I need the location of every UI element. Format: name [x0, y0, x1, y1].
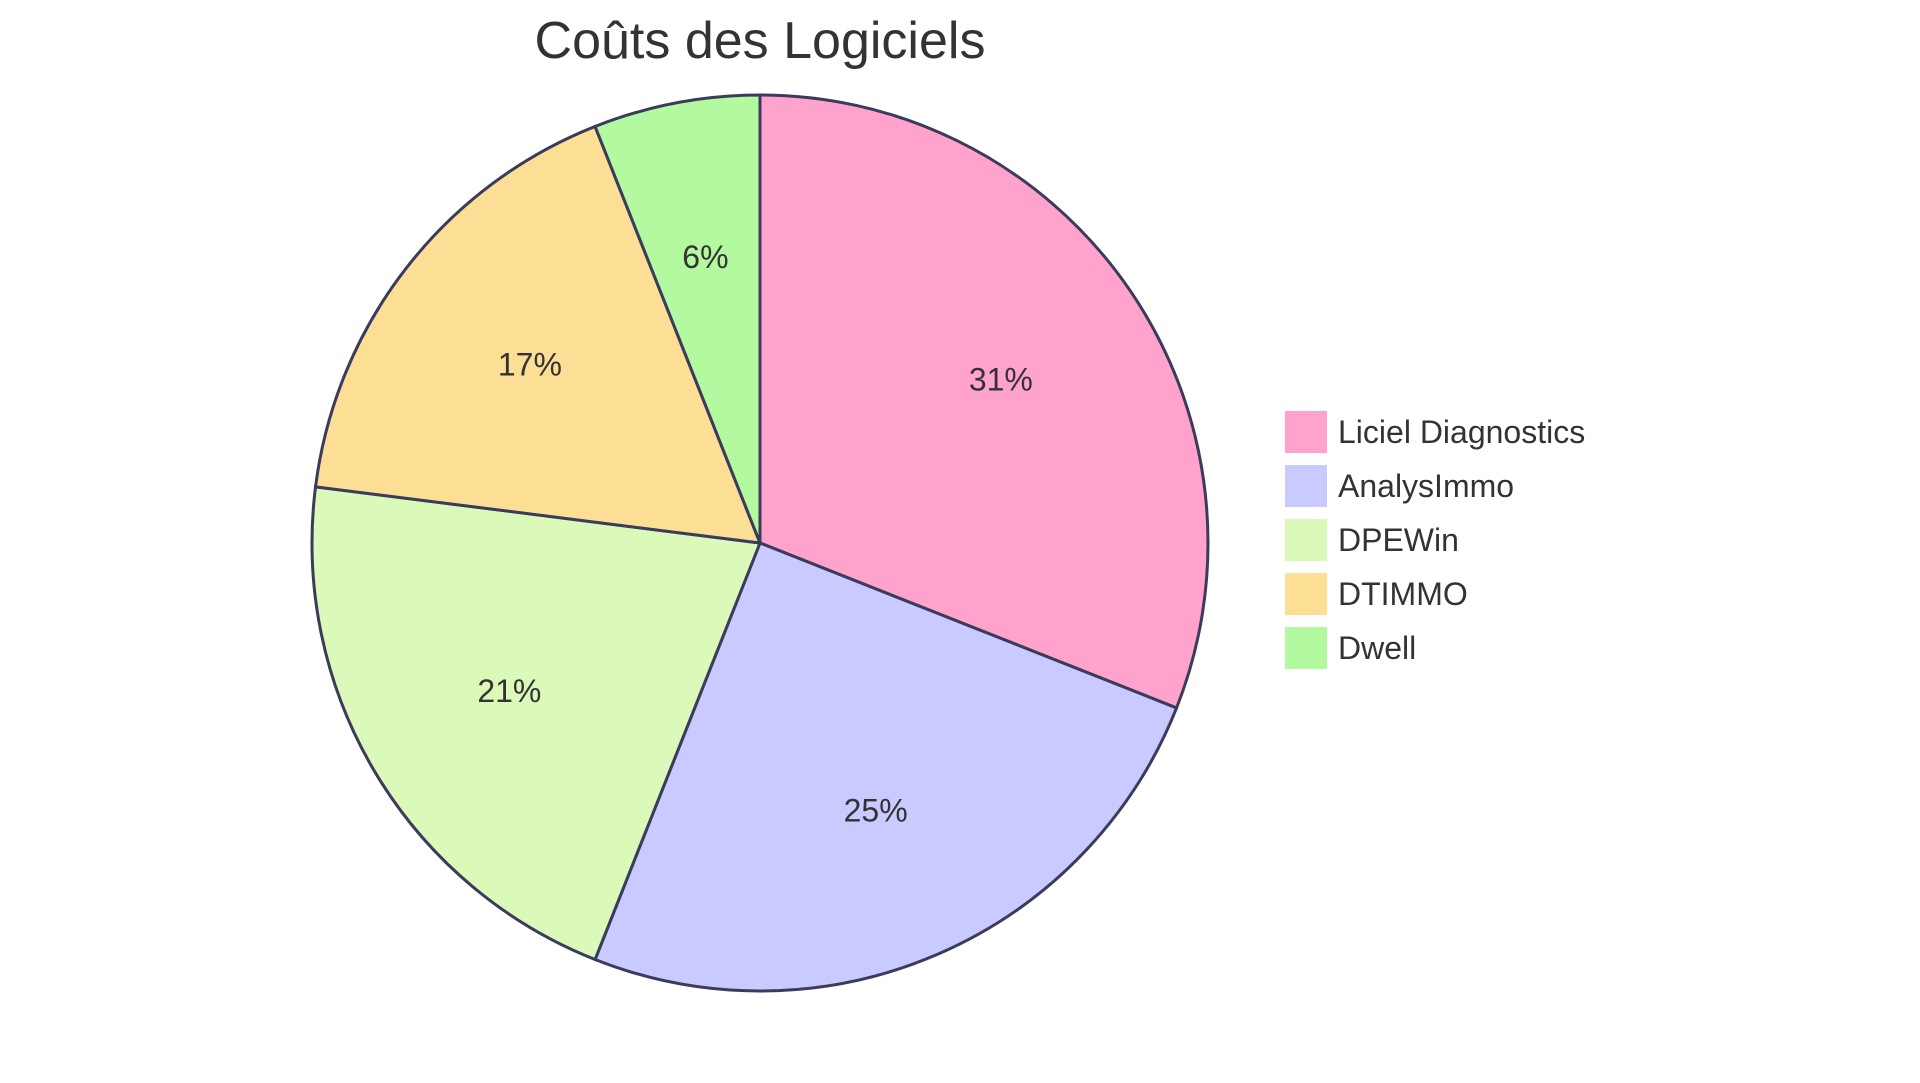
pie-slices [310, 93, 1210, 993]
pie-slice-labels: 31% 25% 21% 17% 6% [477, 239, 1033, 828]
legend-swatch [1283, 463, 1329, 509]
legend-swatch [1283, 571, 1329, 617]
pie-slice-dtimmo [313, 124, 763, 545]
slice-percent-label: 6% [682, 239, 728, 275]
legend-label: AnalysImmo [1338, 468, 1514, 504]
legend-label: DPEWin [1338, 522, 1459, 558]
slice-percent-label: 17% [498, 347, 562, 383]
legend: Liciel Diagnostics AnalysImmo DPEWin DTIMMO… [1283, 409, 1585, 671]
pie-slice-liciel-diagnostics [758, 93, 1210, 710]
pie-slice-analysimmo [593, 541, 1179, 993]
legend-swatch [1283, 409, 1329, 455]
legend-label: Liciel Diagnostics [1338, 414, 1585, 450]
pie-slice-dpewin [310, 485, 763, 962]
chart-title: Coûts des Logiciels [535, 12, 986, 70]
slice-percent-label: 25% [844, 792, 908, 828]
legend-swatch [1283, 517, 1329, 563]
legend-swatch [1283, 625, 1329, 671]
pie-slice-dwell [593, 93, 762, 544]
legend-label: DTIMMO [1338, 576, 1468, 612]
slice-percent-label: 31% [969, 361, 1033, 397]
legend-label: Dwell [1338, 630, 1416, 666]
slice-percent-label: 21% [477, 673, 541, 709]
